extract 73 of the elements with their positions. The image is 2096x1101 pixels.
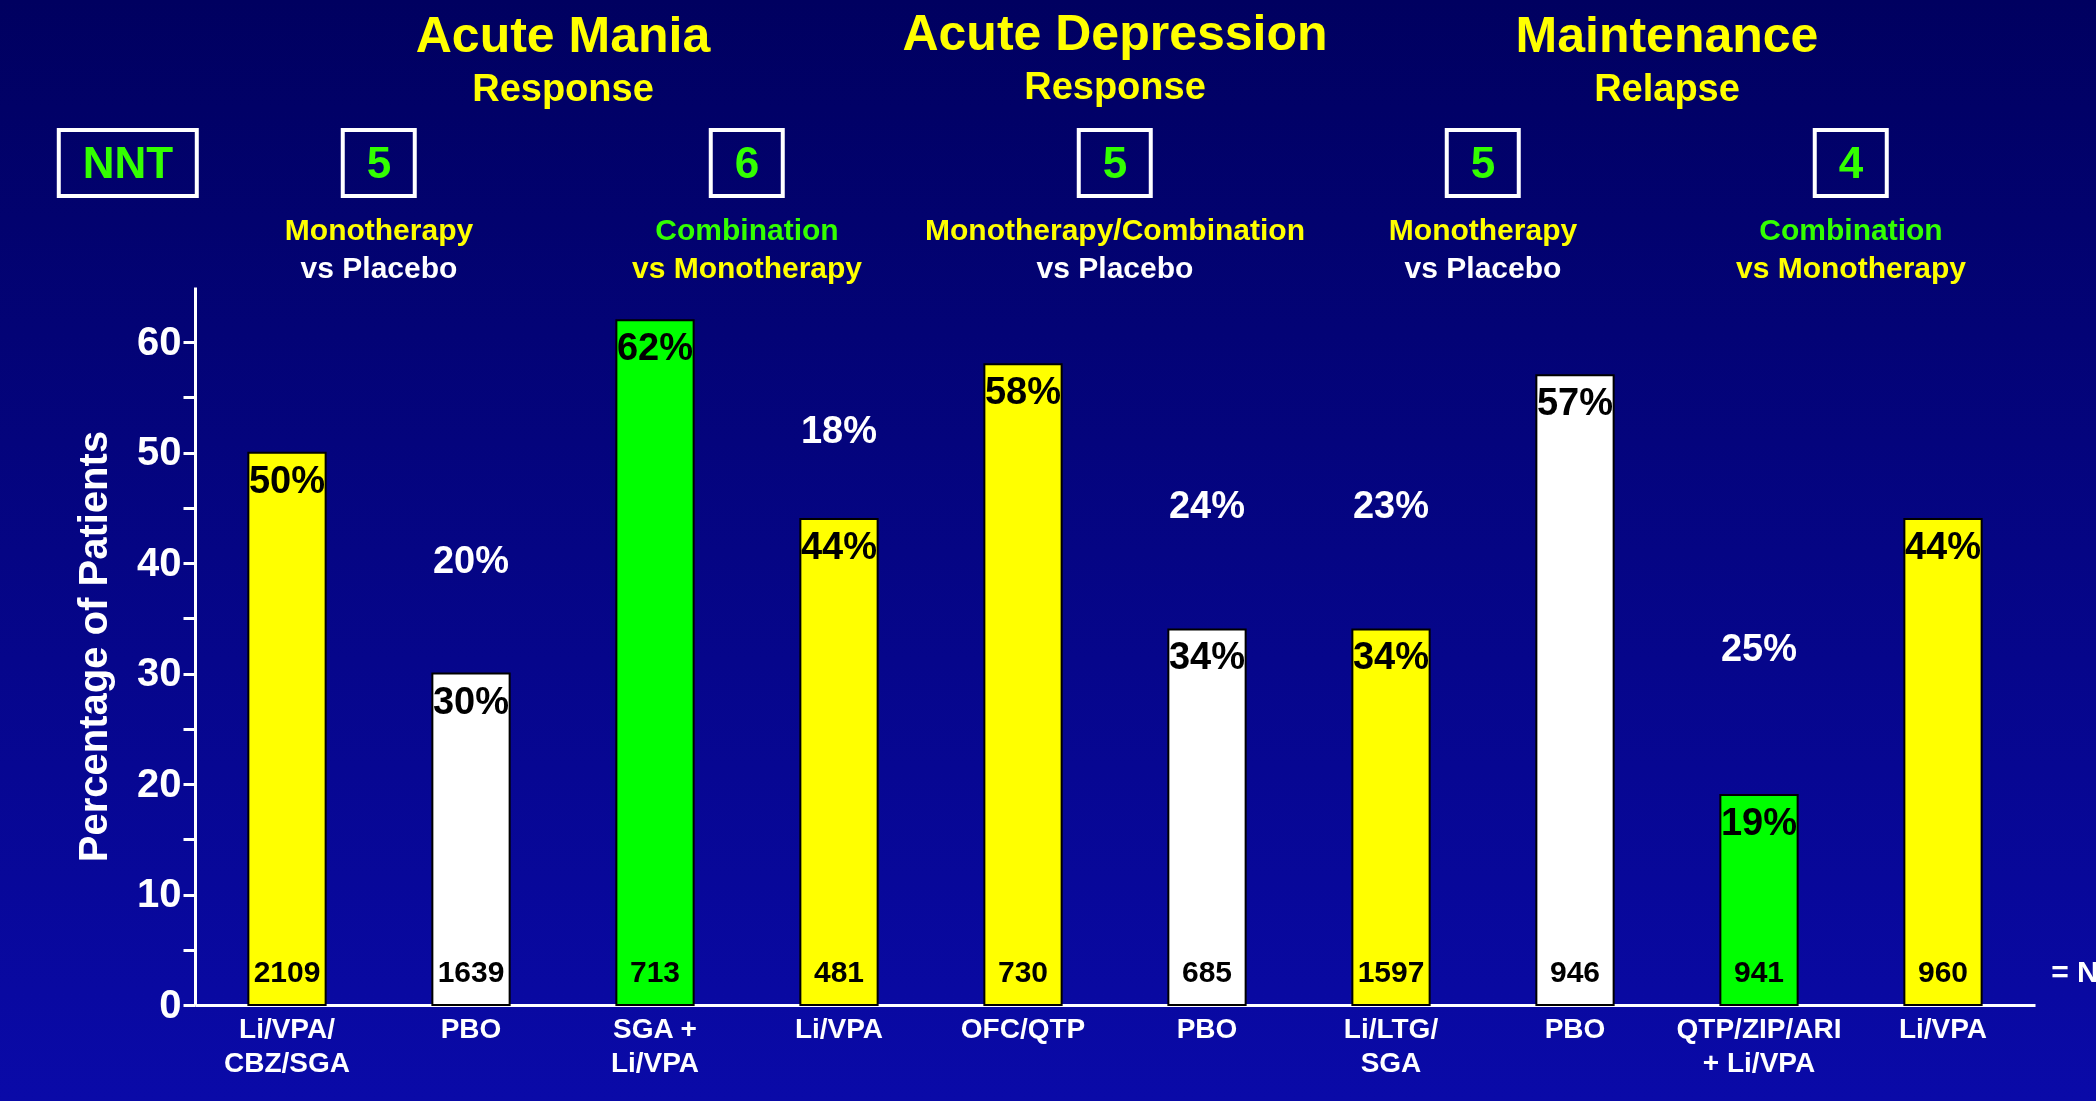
x-tick-label: Li/LTG/ SGA (1343, 1012, 1439, 1078)
x-tick-label: Li/VPA (794, 1012, 884, 1044)
annotation: 481 (813, 955, 865, 989)
annotation: 946 (1549, 955, 1601, 989)
bar (799, 517, 879, 1006)
annotation: 24% (1168, 483, 1246, 527)
text: Combination (1759, 213, 1943, 247)
x-tick-label: SGA + Li/VPA (610, 1012, 700, 1078)
text: Relapse (1594, 66, 1740, 110)
text: 6 (708, 128, 786, 198)
bar (1719, 794, 1799, 1006)
x-tick-label: Li/VPA (1898, 1012, 1988, 1044)
annotation: 960 (1917, 955, 1969, 989)
bar (615, 319, 695, 1006)
y-tick-label: 50 (137, 429, 182, 474)
x-tick-label: PBO (440, 1012, 502, 1044)
text: Response (1024, 64, 1206, 108)
text: NNT (56, 128, 200, 198)
x-tick-label: PBO (1544, 1012, 1606, 1044)
annotation: 1639 (437, 955, 505, 989)
y-axis-title: Percentage of Patients (71, 430, 116, 863)
annotation: 23% (1352, 483, 1430, 527)
annotation: 685 (1181, 955, 1233, 989)
text: Maintenance (1515, 6, 1819, 64)
annotation: 25% (1720, 626, 1798, 670)
data-label: 44% (1904, 524, 1982, 567)
y-tick-label: 60 (137, 318, 182, 363)
bar (247, 451, 327, 1006)
text: 5 (1444, 128, 1522, 198)
annotation: 713 (629, 955, 681, 989)
y-tick-label: 20 (137, 760, 182, 805)
y-tick-label: 10 (137, 871, 182, 916)
text: vs Placebo (1404, 251, 1562, 285)
text: Monotherapy/Combination (925, 213, 1305, 247)
x-tick-label: Li/VPA/ CBZ/SGA (224, 1012, 350, 1078)
annotation: 20% (432, 538, 510, 582)
bar (1903, 517, 1983, 1006)
text: Acute Depression (902, 4, 1328, 62)
y-tick-label: 40 (137, 539, 182, 584)
data-label: 62% (616, 326, 694, 369)
data-label: 44% (800, 524, 878, 567)
text: vs Placebo (300, 251, 458, 285)
bar (983, 363, 1063, 1006)
text: 4 (1812, 128, 1890, 198)
x-tick-label: QTP/ZIP/ARI + Li/VPA (1676, 1012, 1842, 1078)
text: Acute Mania (415, 6, 711, 64)
text: Monotherapy (1388, 213, 1578, 247)
y-tick-label: 0 (159, 981, 182, 1026)
annotation: 730 (997, 955, 1049, 989)
text: Monotherapy (284, 213, 474, 247)
data-label: 34% (1352, 635, 1430, 678)
text: Response (472, 66, 654, 110)
y-tick-label: 30 (137, 650, 182, 695)
text: Combination (655, 213, 839, 247)
annotation: 1597 (1357, 955, 1425, 989)
x-tick-label: OFC/QTP (960, 1012, 1086, 1044)
text: vs Placebo (1036, 251, 1194, 285)
annotation: 18% (800, 408, 878, 452)
text: 5 (1076, 128, 1154, 198)
text: vs Monotherapy (631, 251, 863, 285)
data-label: 30% (432, 679, 510, 722)
bar (1351, 628, 1431, 1006)
data-label: 57% (1536, 381, 1614, 424)
text: 5 (340, 128, 418, 198)
data-label: 19% (1720, 801, 1798, 844)
annotation: 941 (1733, 955, 1785, 989)
data-label: 58% (984, 370, 1062, 413)
data-label: 50% (248, 458, 326, 501)
x-tick-label: PBO (1176, 1012, 1238, 1044)
data-label: 34% (1168, 635, 1246, 678)
annotation: 2109 (253, 955, 321, 989)
text: vs Monotherapy (1735, 251, 1967, 285)
text: = N (2051, 955, 2096, 989)
